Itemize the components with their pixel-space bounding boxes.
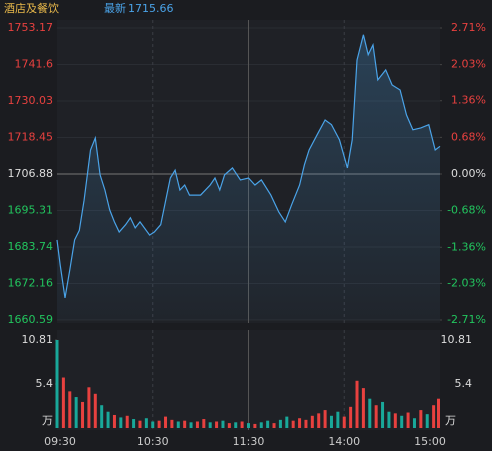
volume-tick-label: 5.4 — [36, 377, 54, 390]
y2-tick-label: -1.36% — [447, 240, 486, 253]
volume-bar — [208, 422, 212, 428]
index-name: 酒店及餐饮 — [4, 1, 59, 15]
volume-bar — [151, 421, 155, 428]
volume-bar — [253, 423, 257, 428]
volume-bar — [144, 418, 148, 428]
volume-bar — [400, 415, 404, 428]
volume-bar — [189, 422, 193, 428]
volume-unit: 万 — [42, 414, 53, 427]
y-tick-label: 1660.59 — [8, 313, 54, 326]
latest-label: 最新 — [104, 1, 126, 15]
volume-bar — [170, 419, 174, 428]
volume-bar — [278, 419, 282, 428]
volume-bar — [329, 415, 333, 428]
y2-tick-label: 0.00% — [451, 167, 486, 180]
volume-bar — [61, 377, 65, 428]
volume-bar — [240, 421, 244, 428]
y-tick-label: 1741.6 — [15, 57, 54, 70]
y-tick-label: 1706.88 — [8, 167, 54, 180]
volume-bar — [106, 411, 110, 428]
volume-bar — [93, 393, 97, 428]
volume-unit-right: 万 — [445, 414, 456, 427]
volume-bar — [100, 405, 104, 428]
volume-bar — [361, 388, 365, 428]
volume-bar — [432, 405, 436, 428]
y2-tick-label: -2.03% — [447, 276, 486, 289]
volume-tick-label: 10.81 — [22, 333, 54, 346]
volume-bar — [310, 415, 314, 428]
x-tick-label: 15:00 — [414, 435, 446, 448]
y2-tick-label: 2.03% — [451, 58, 486, 71]
volume-bar — [425, 414, 429, 428]
volume-bar — [195, 421, 199, 428]
volume-bar — [419, 410, 423, 428]
volume-tick-label-right: 10.81 — [441, 333, 473, 346]
volume-bar — [138, 420, 142, 428]
volume-bar — [202, 419, 206, 428]
volume-bar — [355, 380, 359, 428]
volume-bar — [374, 405, 378, 428]
volume-bar — [349, 406, 353, 428]
x-tick-label: 14:00 — [328, 435, 360, 448]
volume-bar — [406, 412, 410, 428]
volume-bar — [234, 422, 238, 428]
volume-bar — [285, 416, 289, 428]
volume-bar — [119, 417, 123, 428]
volume-bar — [291, 420, 295, 428]
volume-bar — [87, 387, 91, 428]
volume-bar — [215, 421, 219, 428]
volume-bar — [74, 397, 78, 428]
price-line — [56, 34, 441, 299]
y-tick-label: 1753.17 — [8, 21, 54, 34]
volume-bar — [336, 411, 340, 428]
y2-tick-label: -0.68% — [447, 204, 486, 217]
volume-bar — [298, 418, 302, 428]
y-tick-label: 1695.31 — [8, 203, 54, 216]
volume-bar — [342, 416, 346, 428]
y-tick-label: 1730.03 — [8, 94, 54, 107]
volume-bar — [164, 416, 168, 428]
volume-bar — [157, 420, 161, 428]
volume-bar — [112, 414, 116, 428]
volume-bar — [259, 422, 263, 428]
volume-tick-label-right: 5.4 — [455, 377, 473, 390]
volume-bar — [272, 423, 276, 428]
y2-tick-label: 0.68% — [451, 130, 486, 143]
volume-bar — [368, 398, 372, 428]
price-area — [57, 34, 440, 321]
volume-bar — [323, 410, 327, 428]
volume-bar — [221, 420, 225, 428]
volume-bar — [304, 419, 308, 428]
volume-bar — [132, 419, 136, 428]
latest-value: 1715.66 — [128, 2, 174, 15]
volume-bar — [68, 391, 72, 428]
y2-tick-label: -2.71% — [447, 313, 486, 326]
volume-bar — [266, 420, 270, 428]
volume-bar — [412, 418, 416, 428]
volume-bar — [81, 401, 85, 428]
x-tick-label: 11:30 — [233, 435, 265, 448]
volume-bar — [317, 413, 321, 428]
volume-bar — [125, 415, 129, 428]
volume-bar — [381, 401, 385, 428]
volume-bar — [393, 413, 397, 428]
x-tick-label: 09:30 — [44, 435, 76, 448]
volume-bar — [387, 411, 391, 428]
y-tick-label: 1683.74 — [8, 240, 54, 253]
volume-bar — [55, 340, 59, 428]
y-tick-label: 1718.45 — [8, 131, 54, 144]
y2-tick-label: 1.36% — [451, 94, 486, 107]
volume-bar — [227, 423, 231, 428]
volume-bar — [183, 420, 187, 428]
volume-bar — [247, 423, 250, 428]
x-tick-label: 10:30 — [137, 435, 169, 448]
volume-bar — [437, 398, 440, 428]
y-tick-label: 1672.16 — [8, 277, 54, 290]
volume-bar — [176, 421, 180, 428]
y2-tick-label: 2.71% — [451, 21, 486, 34]
